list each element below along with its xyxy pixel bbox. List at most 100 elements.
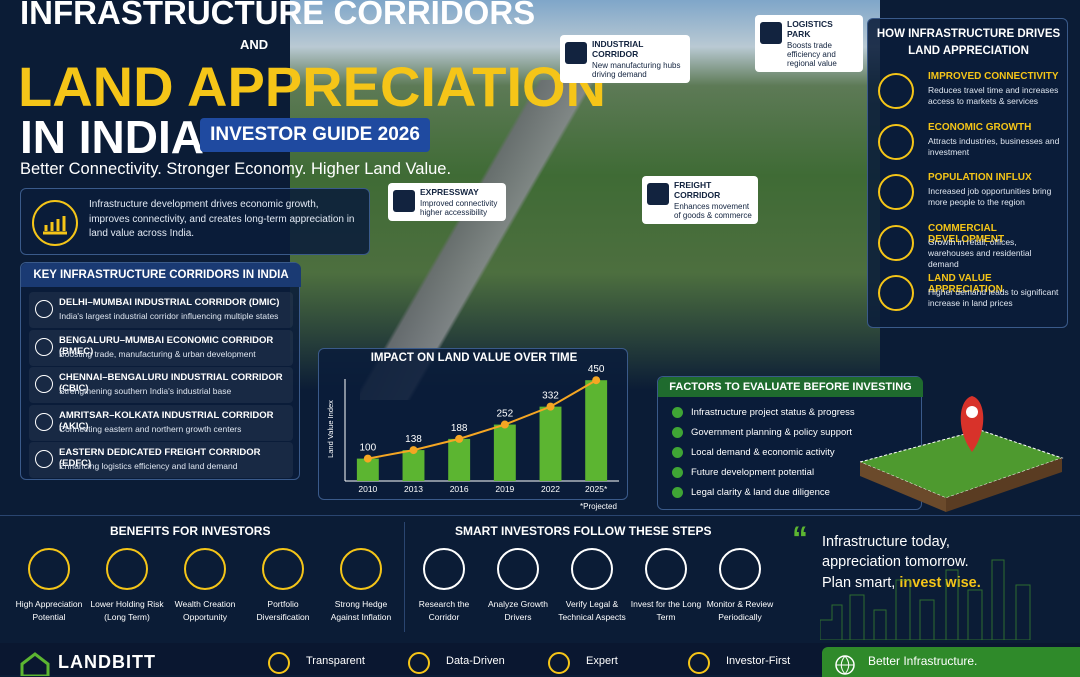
callout-text: Improved connectivity higher accessibili… xyxy=(420,199,498,217)
step-text: Verify Legal & Technical Aspects xyxy=(558,599,626,622)
footer-icon xyxy=(268,652,290,674)
benefit-icon xyxy=(184,548,226,590)
bar xyxy=(585,380,608,481)
factor-item: Future development potential xyxy=(672,467,814,478)
step-item: Research the Corridor xyxy=(408,548,480,624)
globe-icon xyxy=(835,655,855,675)
driver-icon xyxy=(878,73,914,109)
driver-text: Growth in retail, offices, warehouses an… xyxy=(928,236,1032,269)
corridors-panel: KEY INFRASTRUCTURE CORRIDORS IN INDIA DE… xyxy=(20,262,301,480)
driver-icon xyxy=(878,123,914,160)
callout-text: Boosts trade efficiency and regional val… xyxy=(787,41,837,68)
factor-item: Government planning & policy support xyxy=(672,427,852,438)
trend-point xyxy=(409,446,418,455)
corridor-text: Strengthening southern India's industria… xyxy=(59,386,232,396)
benefit-text: Strong Hedge Against Inflation xyxy=(330,599,392,622)
chart: IMPACT ON LAND VALUE OVER TIME Land Valu… xyxy=(326,352,619,494)
quote-line: appreciation tomorrow. xyxy=(822,554,969,571)
check-icon xyxy=(672,447,683,458)
data-label: 252 xyxy=(496,409,513,420)
benefit-item: High Appreciation Potential xyxy=(10,548,88,624)
callout: LOGISTICS PARK Boosts trade efficiency an… xyxy=(755,15,863,72)
footer-item: Data-Driven xyxy=(446,655,505,667)
trend-point xyxy=(363,454,372,463)
y-axis-label: Land Value Index xyxy=(326,400,335,458)
quote-mark: “ xyxy=(792,520,808,556)
quote: Infrastructure today, appreciation tomor… xyxy=(822,532,981,593)
callout-title: LOGISTICS PARK xyxy=(787,19,833,39)
corridor-text: Enhancing logistics efficiency and land … xyxy=(59,461,238,471)
title-line: IN INDIA xyxy=(20,111,204,163)
footer-item: Investor-First xyxy=(726,655,791,667)
benefit-icon xyxy=(28,548,70,590)
check-icon xyxy=(672,427,683,438)
corridor-icon xyxy=(35,375,53,393)
footer-item: Expert xyxy=(586,655,618,667)
footer-icon xyxy=(408,652,430,674)
factor-item: Infrastructure project status & progress xyxy=(672,407,855,418)
driver-item: POPULATION INFLUX Increased job opportuni… xyxy=(878,172,1063,222)
corridor-title: BENGALURU–MUMBAI ECONOMIC CORRIDOR (BMEC… xyxy=(59,334,274,357)
bar xyxy=(448,438,471,481)
banner-text: Better Infrastructure. xyxy=(868,654,978,668)
benefit-icon xyxy=(340,548,382,590)
corridor-title: CHENNAI–BENGALURU INDUSTRIAL CORRIDOR (C… xyxy=(59,372,283,394)
step-icon xyxy=(423,548,465,590)
driver-text: Attracts industries, businesses and inve… xyxy=(928,135,1060,157)
benefit-text: Portfolio Diversification xyxy=(256,599,310,622)
corridor-item: CHENNAI–BENGALURU INDUSTRIAL CORRIDOR (C… xyxy=(29,367,293,403)
badge: INVESTOR GUIDE 2026 xyxy=(200,118,430,152)
benefit-icon xyxy=(262,548,304,590)
callout-icon xyxy=(647,183,669,205)
trend-point xyxy=(546,402,555,411)
data-label: 138 xyxy=(405,434,422,445)
step-item: Analyze Growth Drivers xyxy=(482,548,554,624)
intro-box: Infrastructure development drives econom… xyxy=(20,188,370,255)
quote-line: Plan smart, invest wise. xyxy=(822,573,981,593)
factor-item: Legal clarity & land due diligence xyxy=(672,487,830,498)
x-tick-label: 2022 xyxy=(541,484,560,494)
data-label: 450 xyxy=(588,364,605,375)
bar xyxy=(539,406,562,481)
factor-item: Local demand & economic activity xyxy=(672,447,835,458)
callout-title: FREIGHT CORRIDOR xyxy=(674,180,721,200)
factor-text: Infrastructure project status & progress xyxy=(691,407,855,419)
corridor-item: DELHI–MUMBAI INDUSTRIAL CORRIDOR (DMIC) I… xyxy=(29,292,293,328)
brand: LANDBITT xyxy=(58,652,156,672)
section-title: SMART INVESTORS FOLLOW THESE STEPS xyxy=(455,524,712,538)
driver-icon xyxy=(878,174,914,210)
callout-icon xyxy=(393,190,415,212)
corridor-title: EASTERN DEDICATED FREIGHT CORRIDOR (EDFC… xyxy=(59,447,261,469)
step-icon xyxy=(719,548,761,590)
divider xyxy=(0,515,1080,516)
check-icon xyxy=(672,467,683,478)
panel-title: FACTORS TO EVALUATE BEFORE INVESTING xyxy=(658,377,923,397)
corridor-text: Boosting trade, manufacturing & urban de… xyxy=(59,348,256,359)
section-title: BENEFITS FOR INVESTORS xyxy=(110,524,271,538)
corridor-icon xyxy=(35,300,53,318)
corridor-title: DELHI–MUMBAI INDUSTRIAL CORRIDOR (DMIC) xyxy=(59,297,280,308)
step-text: Analyze Growth Drivers xyxy=(488,599,548,622)
corridor-icon xyxy=(35,337,53,356)
step-text: Monitor & Review Periodically xyxy=(706,599,774,622)
factor-text: Future development potential xyxy=(691,467,815,479)
step-item: Invest for the Long Term xyxy=(630,548,702,624)
trend-point xyxy=(592,376,601,385)
driver-item: ECONOMIC GROWTH Attracts industries, busi… xyxy=(878,122,1063,172)
driver-title: LAND VALUE APPRECIATION xyxy=(928,273,1003,295)
x-tick-label: 2013 xyxy=(404,484,423,494)
divider xyxy=(404,522,405,632)
step-icon xyxy=(497,548,539,590)
callout-icon xyxy=(565,42,587,64)
corridor-text: India's largest industrial corridor infl… xyxy=(59,311,279,321)
footer-item: Transparent xyxy=(306,655,365,667)
tagline: Better Connectivity. Stronger Economy. H… xyxy=(20,160,452,178)
bar xyxy=(493,424,516,481)
driver-icon xyxy=(878,224,914,261)
benefit-text: Lower Holding Risk (Long Term) xyxy=(90,599,164,622)
x-tick-label: 2019 xyxy=(495,484,514,494)
callout-title: INDUSTRIAL CORRIDOR xyxy=(592,39,644,59)
title-and: AND xyxy=(240,37,269,52)
driver-text: Increased job opportunities bring more p… xyxy=(928,186,1052,208)
